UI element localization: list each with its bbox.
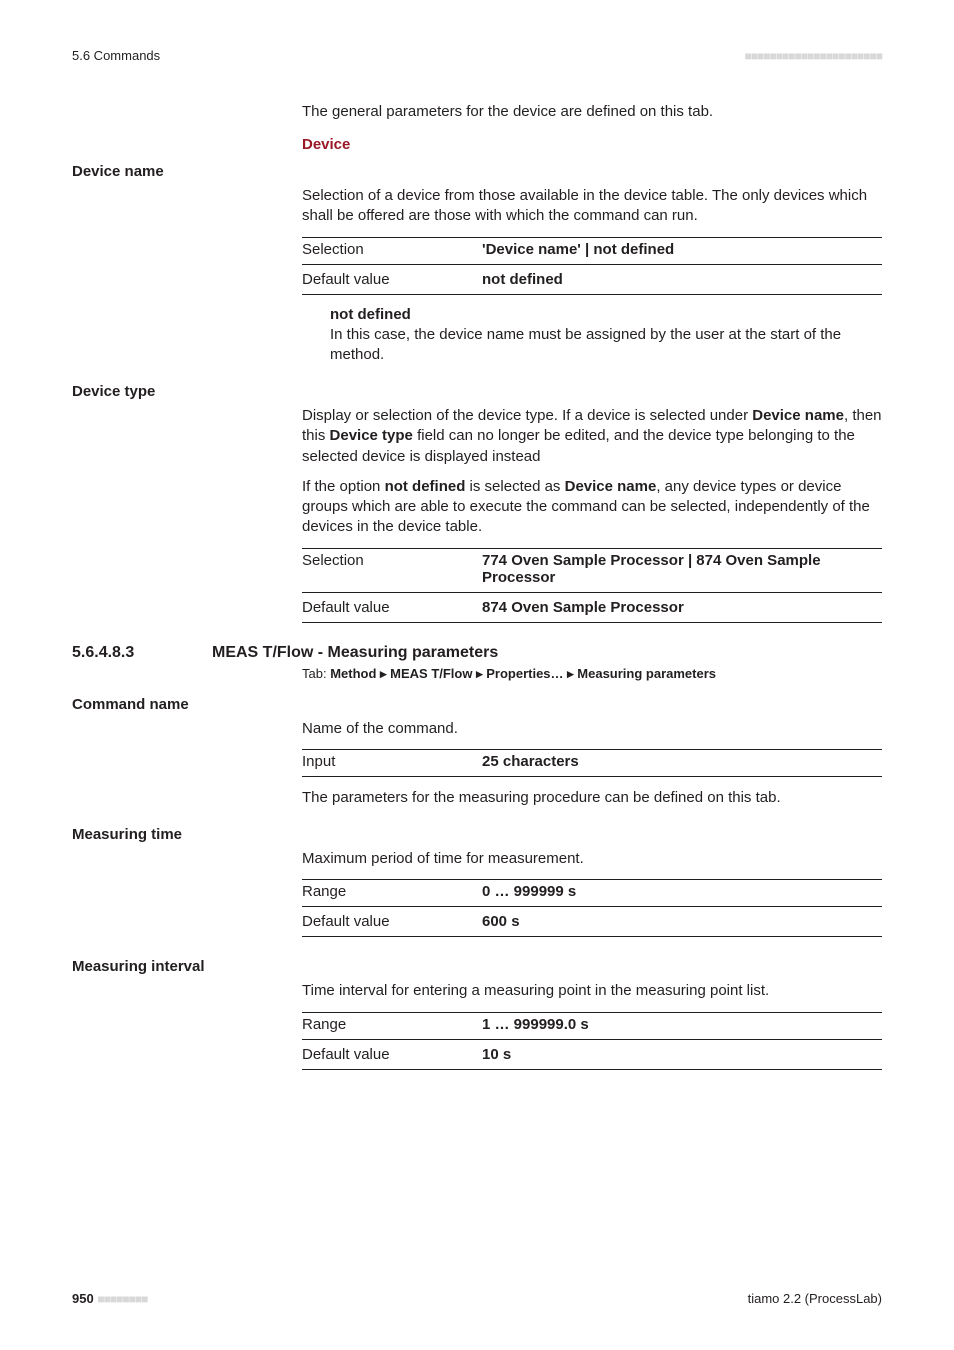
row-key: Default value bbox=[302, 268, 482, 291]
footer-decoration: ■■■■■■■■ bbox=[97, 1292, 147, 1306]
param-note: The parameters for the measuring procedu… bbox=[302, 788, 882, 808]
param-title: Command name bbox=[72, 696, 882, 713]
param-title: Device name bbox=[72, 163, 882, 180]
param-table: Range 1 … 999999.0 s Default value 10 s bbox=[302, 1013, 882, 1073]
param-table: Input 25 characters bbox=[302, 750, 882, 780]
table-row: Input 25 characters bbox=[302, 750, 882, 773]
heading-title: MEAS T/Flow - Measuring parameters bbox=[212, 644, 498, 662]
param-desc: Display or selection of the device type.… bbox=[302, 406, 882, 467]
row-key: Range bbox=[302, 1013, 482, 1036]
page-header: 5.6 Commands ■■■■■■■■■■■■■■■■■■■■■■ bbox=[72, 48, 882, 63]
row-val: not defined bbox=[482, 268, 882, 291]
row-val: 10 s bbox=[482, 1043, 882, 1066]
page: 5.6 Commands ■■■■■■■■■■■■■■■■■■■■■■ The … bbox=[0, 0, 954, 1350]
param-desc: Maximum period of time for measurement. bbox=[302, 849, 882, 869]
row-val: 874 Oven Sample Processor bbox=[482, 596, 882, 619]
param-desc: Time interval for entering a measuring p… bbox=[302, 981, 882, 1001]
table-row: Default value not defined bbox=[302, 268, 882, 291]
row-val: 600 s bbox=[482, 910, 882, 933]
subsection-heading: 5.6.4.8.3 MEAS T/Flow - Measuring parame… bbox=[72, 644, 882, 662]
param-measuring-interval: Measuring interval Time interval for ent… bbox=[72, 958, 882, 1072]
table-row: Default value 600 s bbox=[302, 910, 882, 933]
row-key: Selection bbox=[302, 549, 482, 589]
row-val: 0 … 999999 s bbox=[482, 880, 882, 903]
row-key: Input bbox=[302, 750, 482, 773]
param-desc: Selection of a device from those availab… bbox=[302, 186, 882, 227]
page-number: 950 bbox=[72, 1291, 94, 1306]
param-measuring-time: Measuring time Maximum period of time fo… bbox=[72, 826, 882, 940]
row-val: 'Device name' | not defined bbox=[482, 238, 882, 261]
tab-path: Tab: Method ▸ MEAS T/Flow ▸ Properties… … bbox=[302, 666, 882, 682]
row-key: Default value bbox=[302, 910, 482, 933]
row-val: 25 characters bbox=[482, 750, 882, 773]
table-row: Selection 774 Oven Sample Processor | 87… bbox=[302, 549, 882, 589]
param-desc: If the option not defined is selected as… bbox=[302, 477, 882, 538]
header-section: 5.6 Commands bbox=[72, 48, 160, 63]
page-footer: 950 ■■■■■■■■ tiamo 2.2 (ProcessLab) bbox=[72, 1291, 882, 1306]
row-val: 774 Oven Sample Processor | 874 Oven Sam… bbox=[482, 549, 882, 589]
param-title: Measuring time bbox=[72, 826, 882, 843]
heading-number: 5.6.4.8.3 bbox=[72, 644, 212, 662]
param-table: Selection 774 Oven Sample Processor | 87… bbox=[302, 549, 882, 626]
sub-def-body: In this case, the device name must be as… bbox=[330, 325, 882, 366]
param-desc: Name of the command. bbox=[302, 719, 882, 739]
param-command-name: Command name Name of the command. Input … bbox=[72, 696, 882, 809]
table-row: Default value 874 Oven Sample Processor bbox=[302, 596, 882, 619]
row-key: Range bbox=[302, 880, 482, 903]
row-key: Default value bbox=[302, 596, 482, 619]
param-table: Range 0 … 999999 s Default value 600 s bbox=[302, 880, 882, 940]
table-row: Selection 'Device name' | not defined bbox=[302, 238, 882, 261]
sub-definition: not defined In this case, the device nam… bbox=[330, 306, 882, 366]
row-key: Default value bbox=[302, 1043, 482, 1066]
param-table: Selection 'Device name' | not defined De… bbox=[302, 238, 882, 298]
intro-text: The general parameters for the device ar… bbox=[302, 103, 882, 120]
row-val: 1 … 999999.0 s bbox=[482, 1013, 882, 1036]
table-row: Range 0 … 999999 s bbox=[302, 880, 882, 903]
table-row: Default value 10 s bbox=[302, 1043, 882, 1066]
param-title: Device type bbox=[72, 383, 882, 400]
param-title: Measuring interval bbox=[72, 958, 882, 975]
table-row: Range 1 … 999999.0 s bbox=[302, 1013, 882, 1036]
sub-def-title: not defined bbox=[330, 306, 882, 323]
param-device-type: Device type Display or selection of the … bbox=[72, 383, 882, 626]
param-device-name: Device name Selection of a device from t… bbox=[72, 163, 882, 365]
device-section-label: Device bbox=[302, 136, 882, 153]
footer-left: 950 ■■■■■■■■ bbox=[72, 1291, 147, 1306]
row-key: Selection bbox=[302, 238, 482, 261]
header-decoration: ■■■■■■■■■■■■■■■■■■■■■■ bbox=[745, 49, 882, 63]
footer-right: tiamo 2.2 (ProcessLab) bbox=[748, 1291, 882, 1306]
